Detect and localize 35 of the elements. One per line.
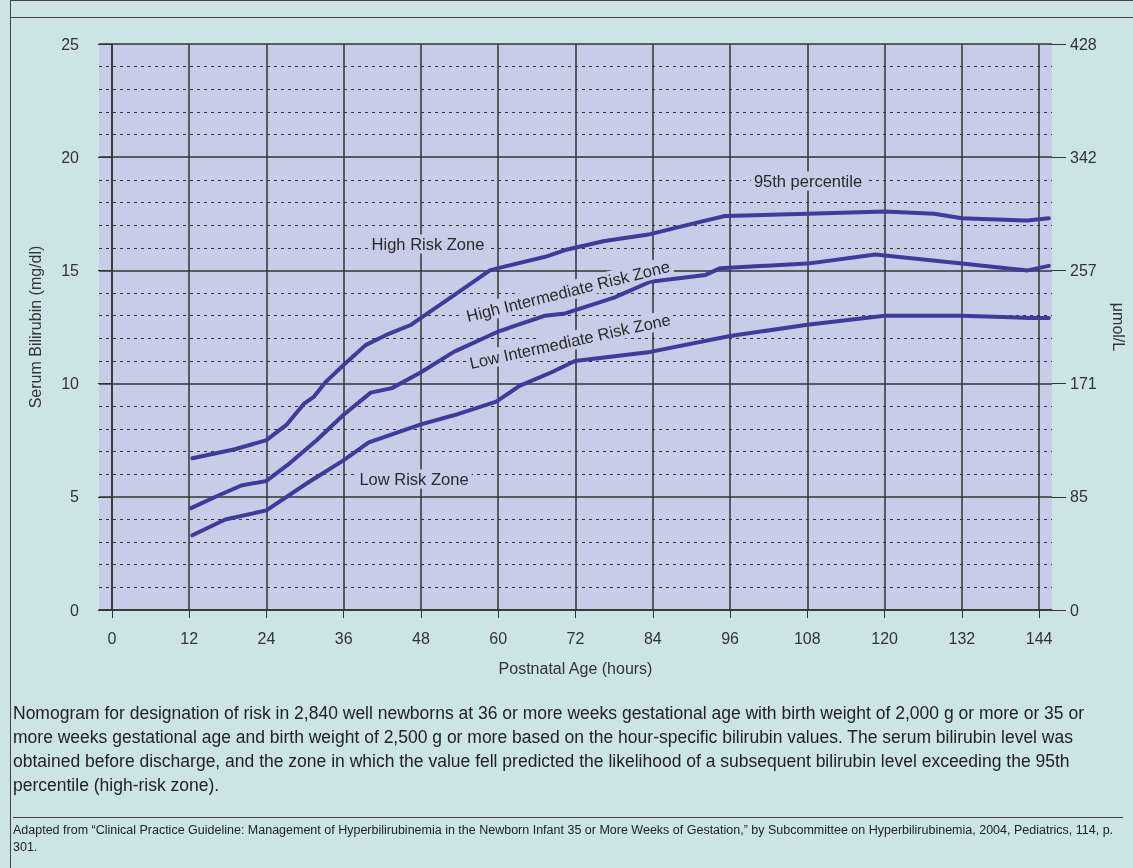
y2-axis-title: μmol/L [1109, 302, 1127, 352]
y-tick-label: 25 [61, 35, 80, 53]
x-tick-label: 144 [1025, 629, 1053, 647]
text: Adapted from “Clinical Practice Guideline: Management of Hyperbilirubinemia in the Newborn Infant 35 or More Weeks of Gestation,” by Subcommittee on Hyperbilirubinemia, 2004, Pediatrics, 114, p. 301. [13, 817, 1123, 856]
annotation: 95th percentile [753, 172, 863, 190]
y2-tick-label: 342 [1070, 148, 1097, 166]
x-tick-label: 0 [107, 629, 117, 647]
y-tick-label: 20 [61, 148, 80, 166]
y-tick-label: 5 [70, 488, 80, 506]
x-tick-label: 84 [643, 629, 662, 647]
x-tick-label: 72 [566, 629, 585, 647]
y-tick-label: 10 [61, 375, 80, 393]
x-tick-label: 96 [721, 629, 740, 647]
y-tick-label: 0 [70, 601, 80, 619]
x-tick-label: 60 [489, 629, 508, 647]
x-axis-title: Postnatal Age (hours) [498, 659, 653, 677]
line-series [190, 209, 1051, 461]
x-tick-label: 108 [793, 629, 821, 647]
y2-tick-label: 0 [1070, 601, 1079, 619]
x-tick-label: 36 [334, 629, 353, 647]
y-axis-title: Serum Bilirubin (mg/dl) [26, 245, 44, 409]
x-tick-label: 120 [871, 629, 899, 647]
x-tick-label: 132 [948, 629, 976, 647]
x-tick-label: 48 [412, 629, 430, 647]
text: Nomogram for designation of risk in 2,840 well newborns at 36 or more weeks gestational age with birth weight of 2,000 g or more or 35 or more weeks gestational age and birth weight of 2,500 g or more based on the hour-specific bilirubin values. The serum bilirubin level was obtained before discharge, and the zone in which the value fell predicted the likelihood of a subsequent bilirubin level exceeding the 95th percentile (high-risk zone). [13, 702, 1085, 797]
annotation: High Risk Zone [371, 235, 485, 253]
annotation: Low Risk Zone [359, 470, 469, 488]
y-tick-label: 15 [61, 261, 80, 279]
line-series [189, 252, 1051, 511]
x-tick-label: 24 [257, 629, 276, 647]
y2-tick-label: 257 [1070, 261, 1097, 279]
y2-tick-label: 85 [1070, 488, 1088, 506]
y2-tick-label: 428 [1070, 35, 1097, 53]
y2-tick-label: 171 [1070, 375, 1097, 393]
x-tick-label: 12 [180, 629, 199, 647]
